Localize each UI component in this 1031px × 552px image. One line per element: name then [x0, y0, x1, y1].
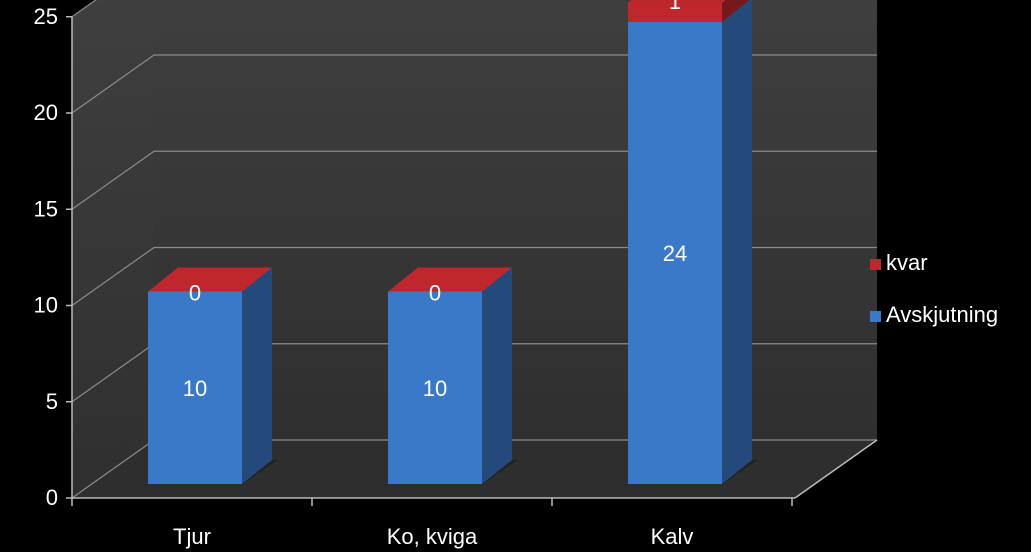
data-label: 24: [663, 241, 687, 266]
data-label: 0: [429, 281, 441, 306]
bar-avskjutning-front: [628, 22, 722, 484]
legend-label-kvar: kvar: [886, 250, 928, 275]
legend: kvar Avskjutning: [870, 250, 998, 327]
bar-top: [388, 267, 512, 292]
x-tick-label: Tjur: [173, 524, 211, 549]
axes: [66, 16, 878, 506]
data-label: 10: [183, 376, 207, 401]
y-tick-label: 0: [46, 485, 58, 510]
side-wall: [72, 0, 154, 498]
data-label: 0: [189, 281, 201, 306]
bar-avskjutning-side: [242, 267, 272, 484]
data-label: 10: [423, 376, 447, 401]
data-label: 1: [669, 0, 681, 14]
y-tick-label: 25: [34, 4, 58, 29]
y-tick-label: 10: [34, 293, 58, 318]
bar-kvar-side: [722, 0, 750, 22]
bar-avskjutning-front: [148, 291, 242, 484]
legend-swatch-kvar: [870, 259, 881, 270]
legend-label-avskjutning: Avskjutning: [886, 302, 998, 327]
bar-avskjutning-front: [388, 291, 482, 484]
bar-top: [628, 0, 726, 3]
bar-avskjutning-side: [722, 0, 752, 484]
bar-avskjutning-side: [482, 267, 512, 484]
x-tick-label: Ko, kviga: [387, 524, 478, 549]
legend-swatch-avskjutning: [870, 311, 881, 322]
x-tick-label: Kalv: [651, 524, 694, 549]
y-tick-label: 5: [46, 389, 58, 414]
floor-edge: [794, 439, 878, 499]
bar-top: [148, 267, 272, 292]
bars: [148, 0, 758, 484]
y-tick-label: 20: [34, 100, 58, 125]
labels: 0 5 10 15 20 25 10 0 Tjur 10 0 Ko, kviga 24 1 Kalv: [34, 0, 694, 549]
y-tick-label: 15: [34, 196, 58, 221]
bar-kvar-front: [628, 2, 722, 22]
